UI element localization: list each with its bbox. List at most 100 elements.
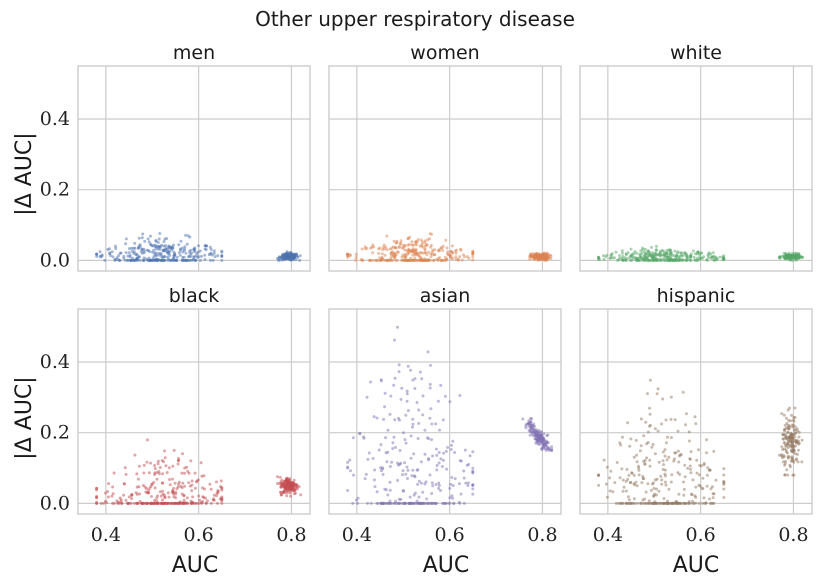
point-hispanic-1-162	[684, 423, 687, 427]
point-black-1-223	[181, 481, 185, 485]
panel-hispanic: hispanic 0.4 0.6 0.8	[579, 285, 813, 546]
point-women-1-292	[441, 258, 445, 262]
point-asian-1-214	[421, 501, 425, 505]
ylabel-top: |Δ AUC|	[12, 132, 37, 215]
point-hispanic-1-23	[669, 395, 673, 399]
point-hispanic-1-234	[705, 484, 709, 488]
point-men-1-203	[152, 254, 156, 258]
point-black-2-125	[291, 489, 295, 492]
point-men-1-267	[165, 250, 169, 254]
point-black-1-162	[155, 477, 159, 481]
point-hispanic-2-121	[781, 437, 785, 441]
point-black-1-142	[172, 486, 175, 490]
panel-frame-women	[328, 65, 562, 272]
point-hispanic-1-223	[711, 501, 715, 505]
point-men-1-127	[183, 245, 187, 249]
point-hispanic-1-258	[722, 487, 726, 491]
point-men-1-269	[167, 257, 170, 261]
point-women-1-271	[418, 244, 422, 248]
point-asian-1-94	[406, 477, 409, 480]
point-white-2-151	[778, 256, 782, 260]
point-asian-1-243	[388, 501, 392, 505]
point-black-2-141	[279, 490, 283, 494]
point-hispanic-2-150	[791, 444, 795, 447]
point-black-1-137	[181, 452, 184, 456]
point-men-1-180	[145, 248, 149, 252]
point-asian-1-189	[415, 468, 419, 472]
point-asian-1-291	[441, 458, 445, 462]
point-hispanic-1-92	[661, 397, 665, 401]
point-black-1-167	[156, 462, 160, 466]
point-hispanic-1-41	[611, 490, 615, 494]
series-hispanic-1	[597, 378, 726, 505]
point-men-1-228	[154, 251, 158, 255]
point-women-1-262	[424, 258, 428, 262]
point-asian-1-293	[403, 501, 407, 505]
point-hispanic-1-277	[639, 417, 643, 421]
point-asian-1-173	[386, 493, 390, 497]
point-hispanic-1-160	[635, 484, 639, 488]
point-men-1-283	[160, 258, 164, 262]
point-men-1-258	[138, 243, 142, 247]
point-black-2-140	[282, 489, 286, 493]
point-asian-1-285	[430, 501, 434, 505]
point-men-2-155	[280, 257, 284, 261]
panel-frame-black	[77, 308, 311, 515]
point-men-1-190	[178, 248, 182, 252]
point-black-1-229	[159, 494, 163, 498]
point-black-1-253	[156, 501, 160, 505]
point-asian-2-145	[528, 429, 532, 433]
point-asian-1-275	[406, 364, 410, 368]
xtick-asian-0.6: 0.6	[435, 524, 465, 546]
point-hispanic-1-250	[663, 480, 667, 484]
point-hispanic-1-30	[639, 444, 643, 448]
point-black-1-276	[142, 471, 146, 475]
point-hispanic-1-276	[686, 501, 690, 505]
point-women-1-42	[371, 258, 375, 262]
point-black-1-197	[190, 489, 194, 493]
point-black-1-72	[182, 498, 186, 502]
point-asian-1-220	[404, 413, 408, 417]
point-hispanic-1-112	[698, 484, 702, 488]
point-women-1-248	[346, 255, 350, 259]
point-hispanic-1-100	[657, 489, 661, 493]
point-hispanic-1-73	[642, 459, 646, 463]
point-asian-1-121	[463, 448, 467, 452]
point-hispanic-1-28	[597, 483, 601, 487]
ytick-men-0.2: 0.2	[40, 179, 70, 201]
point-men-1-296	[140, 236, 144, 240]
point-black-1-251	[197, 494, 201, 498]
point-hispanic-1-212	[673, 418, 677, 422]
point-hispanic-1-172	[677, 454, 681, 458]
point-white-1-275	[629, 247, 633, 251]
point-white-1-184	[650, 245, 653, 249]
point-women-1-239	[397, 246, 401, 249]
point-black-2-136	[287, 485, 291, 489]
point-asian-1-223	[466, 481, 470, 485]
point-white-1-240	[718, 255, 722, 259]
point-asian-1-163	[381, 473, 385, 476]
point-hispanic-1-174	[643, 501, 647, 505]
point-black-1-246	[138, 492, 142, 496]
point-men-2-128	[294, 252, 298, 256]
point-hispanic-1-35	[626, 495, 630, 499]
point-black-1-140	[220, 501, 224, 505]
point-men-1-95	[142, 256, 146, 260]
point-white-1-37	[604, 255, 608, 259]
point-women-1-189	[458, 255, 462, 259]
point-hispanic-1-127	[652, 486, 656, 490]
point-black-1-206	[174, 492, 178, 496]
point-women-1-8	[444, 238, 448, 242]
point-white-1-251	[709, 256, 713, 260]
point-asian-1-272	[421, 490, 425, 494]
point-hispanic-1-43	[681, 390, 685, 394]
point-asian-1-177	[421, 394, 425, 398]
point-asian-1-167	[372, 415, 376, 419]
point-men-1-279	[107, 247, 111, 251]
point-hispanic-1-253	[675, 501, 679, 505]
point-women-1-95	[460, 258, 464, 262]
point-hispanic-1-297	[670, 501, 674, 505]
point-black-1-152	[208, 482, 212, 486]
point-women-1-238	[390, 258, 394, 262]
point-black-1-193	[153, 471, 157, 475]
